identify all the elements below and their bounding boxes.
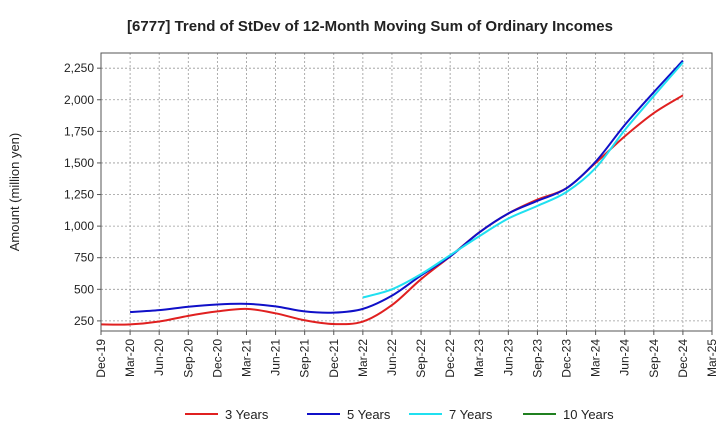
y-tick-label: 750 xyxy=(74,251,94,265)
x-axis-ticks: Dec-19 Mar-20 Jun-20 Sep-20 Dec-20 Mar-21 Jun-… xyxy=(94,331,719,378)
x-tick-label: Mar-24 xyxy=(589,339,603,377)
y-tick-label: 2,000 xyxy=(64,93,94,107)
x-tick-label: Sep-20 xyxy=(181,339,195,378)
x-tick-label: Mar-25 xyxy=(705,339,719,377)
x-tick-label: Mar-23 xyxy=(472,339,486,377)
x-tick-label: Jun-23 xyxy=(501,339,515,376)
x-tick-label: Jun-24 xyxy=(618,339,632,376)
x-tick-label: Sep-22 xyxy=(414,339,428,378)
legend-label-3-years: 3 Years xyxy=(225,407,269,422)
grid xyxy=(100,53,713,331)
y-axis-ticks: 250 500 750 1,000 1,250 1,500 1,750 2,000 2,250 xyxy=(64,61,101,328)
legend-label-10-years: 10 Years xyxy=(563,407,614,422)
legend: 3 Years 5 Years 7 Years 10 Years xyxy=(185,407,614,422)
x-tick-label: Sep-24 xyxy=(647,339,661,378)
legend-label-7-years: 7 Years xyxy=(449,407,493,422)
y-tick-label: 500 xyxy=(74,282,94,296)
x-tick-label: Mar-20 xyxy=(123,339,137,377)
y-tick-label: 2,250 xyxy=(64,61,94,75)
x-tick-label: Dec-24 xyxy=(676,339,690,378)
y-tick-label: 1,000 xyxy=(64,219,94,233)
y-tick-label: 1,500 xyxy=(64,156,94,170)
series-lines xyxy=(100,59,684,326)
x-tick-label: Sep-21 xyxy=(298,339,312,378)
plot-frame xyxy=(100,52,713,332)
chart-title: [6777] Trend of StDev of 12-Month Moving… xyxy=(127,18,613,35)
y-tick-label: 1,750 xyxy=(64,124,94,138)
x-tick-label: Mar-21 xyxy=(239,339,253,377)
x-tick-label: Dec-23 xyxy=(560,339,574,378)
x-tick-label: Jun-20 xyxy=(152,339,166,376)
x-tick-label: Dec-22 xyxy=(443,339,457,378)
x-tick-label: Jun-21 xyxy=(269,339,283,376)
series-line-5-years xyxy=(130,59,684,314)
series-line-7-years xyxy=(362,61,684,299)
x-tick-label: Dec-21 xyxy=(327,339,341,378)
legend-label-5-years: 5 Years xyxy=(347,407,391,422)
x-tick-label: Sep-23 xyxy=(530,339,544,378)
x-tick-label: Mar-22 xyxy=(356,339,370,377)
x-tick-label: Dec-19 xyxy=(94,339,108,378)
y-axis-label: Amount (million yen) xyxy=(7,133,22,252)
x-tick-label: Jun-22 xyxy=(385,339,399,376)
x-tick-label: Dec-20 xyxy=(210,339,224,378)
y-tick-label: 250 xyxy=(74,314,94,328)
y-tick-label: 1,250 xyxy=(64,188,94,202)
